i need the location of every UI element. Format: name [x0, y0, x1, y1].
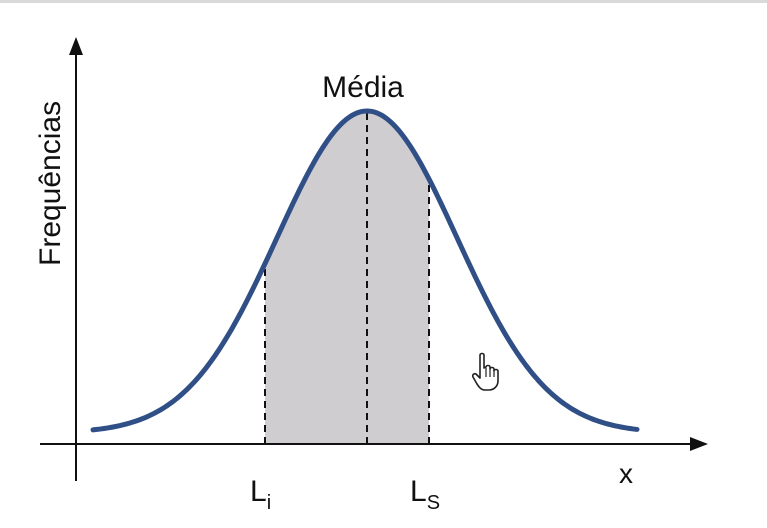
y-axis-label: Frequências: [34, 101, 67, 266]
upper-limit-base: L: [410, 475, 427, 508]
mean-label: Média: [322, 71, 404, 104]
lower-limit-sub: i: [267, 492, 271, 514]
shaded-area: [265, 111, 429, 444]
lower-limit-base: L: [250, 475, 267, 508]
normal-distribution-diagram: Frequências x Média Li LS: [34, 37, 708, 514]
hand-pointer-icon: [471, 352, 499, 391]
lower-limit-label: Li: [250, 475, 271, 514]
x-axis-arrow: [690, 437, 708, 451]
upper-limit-sub: S: [427, 492, 440, 514]
x-axis-label: x: [619, 458, 633, 489]
bell-curve: [90, 108, 640, 433]
upper-limit-label: LS: [410, 475, 440, 514]
y-axis-arrow: [69, 37, 83, 55]
